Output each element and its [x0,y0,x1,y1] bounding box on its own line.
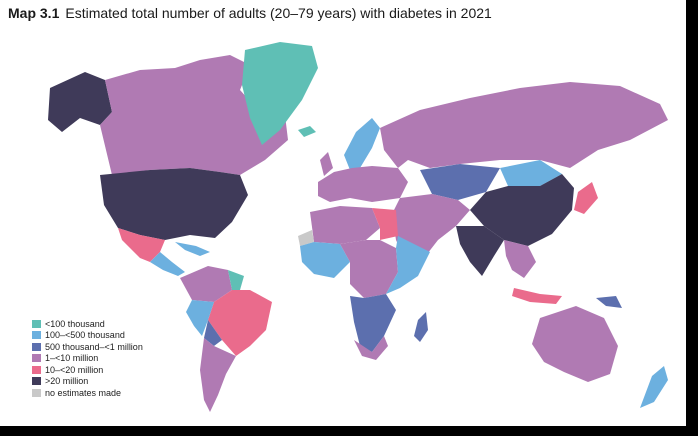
region-south-africa [354,336,388,360]
region-northern-south-america [180,266,232,302]
legend-item: >20 million [32,376,143,387]
region-iceland [298,126,316,137]
region-india [456,226,504,276]
legend-swatch [32,365,41,374]
legend-label: 100–<500 thousand [45,330,125,340]
region-southeast-asia [504,240,536,278]
region-scandinavia [344,118,380,170]
region-central-africa [340,240,398,298]
region-uk [320,152,333,176]
region-australia [532,306,618,382]
region-east-africa [386,236,430,294]
legend-swatch [32,319,41,328]
legend-item: 500 thousand–<1 million [32,341,143,352]
region-bolivia [204,320,222,346]
legend-swatch [32,354,41,362]
map-title-text: Estimated total number of adults (20–79 … [65,5,492,21]
region-peru [186,300,214,336]
region-japan [574,182,598,214]
region-usa [100,168,248,240]
region-central-america [150,252,185,276]
region-north-africa [310,206,380,244]
legend-label: no estimates made [45,387,122,398]
legend-item: 100–<500 thousand [32,330,143,341]
bottom-border [0,426,698,436]
legend-item: 1–<10 million [32,353,143,364]
region-png [596,296,622,308]
map-number: Map 3.1 [8,5,60,21]
region-kazakhstan [420,164,500,200]
legend-item: no estimates made [32,387,143,398]
region-canada [100,55,288,175]
region-southern-africa [350,294,396,352]
legend-item: <100 thousand [32,318,143,329]
region-caribbean [175,242,210,256]
legend-item: 10–<20 million [32,364,143,375]
legend-swatch [32,377,41,385]
region-guianas [228,270,244,290]
region-new-zealand [640,366,668,408]
legend-label: >20 million [45,376,89,386]
legend-label: 500 thousand–<1 million [45,341,143,352]
world-map [48,42,668,412]
legend-label: <100 thousand [45,318,105,329]
region-alaska [48,72,112,132]
legend: <100 thousand 100–<500 thousand 500 thou… [32,318,143,399]
legend-swatch [32,342,41,351]
region-mexico [118,228,165,262]
legend-swatch [32,331,41,339]
region-greenland [242,42,318,145]
region-egypt [372,208,398,240]
region-southern-cone [200,338,236,412]
map-title: Map 3.1 Estimated total number of adults … [8,5,492,21]
region-china [470,174,574,246]
legend-swatch [32,388,41,397]
right-border [686,0,698,436]
region-brazil [208,290,272,356]
legend-label: 1–<10 million [45,353,99,363]
region-europe [318,166,408,202]
region-indonesia [512,288,562,304]
region-western-sahara [298,230,314,246]
region-mongolia [500,160,562,186]
region-russia [380,82,668,168]
legend-label: 10–<20 million [45,364,104,375]
region-west-africa [300,242,350,278]
region-madagascar [414,312,428,342]
